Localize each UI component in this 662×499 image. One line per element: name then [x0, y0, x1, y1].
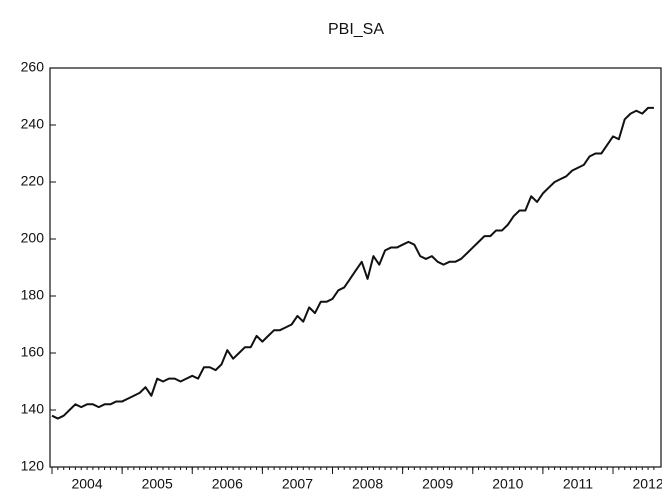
y-tick-label: 260	[21, 59, 45, 75]
chart-title: PBI_SA	[328, 21, 384, 38]
y-tick-label: 120	[21, 458, 45, 474]
y-tick-label: 160	[21, 344, 45, 360]
x-tick-label: 2007	[282, 476, 313, 492]
x-tick-label: 2006	[212, 476, 243, 492]
y-tick-label: 140	[21, 401, 45, 417]
x-tick-label: 2011	[563, 476, 593, 492]
x-tick-label: 2010	[492, 476, 523, 492]
x-tick-label: 2009	[422, 476, 453, 492]
x-tick-label: 2012	[633, 476, 662, 492]
data-line	[51, 106, 654, 420]
y-tick-label: 220	[21, 173, 45, 189]
y-tick-label: 200	[21, 230, 45, 246]
y-tick-label: 240	[21, 116, 45, 132]
x-tick-label: 2004	[71, 476, 102, 492]
x-tick-label: 2008	[352, 476, 383, 492]
y-tick-label: 180	[21, 287, 45, 303]
plot-frame	[49, 67, 662, 468]
x-tick-label: 2005	[142, 476, 173, 492]
